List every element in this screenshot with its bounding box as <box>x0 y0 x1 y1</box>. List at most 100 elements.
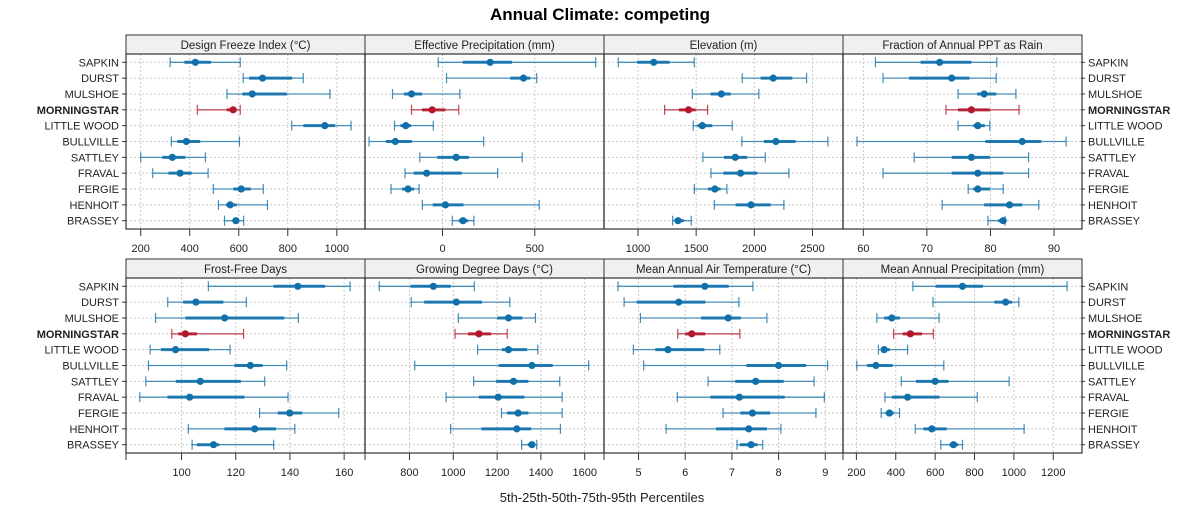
site-interval <box>741 136 829 147</box>
x-tick-label: 1000 <box>441 467 465 479</box>
row-label-right: BULLVILLE <box>1088 361 1145 373</box>
row-label-right: SAPKIN <box>1088 281 1128 293</box>
median-point <box>475 330 483 338</box>
median-point <box>745 425 753 433</box>
median-point <box>752 377 760 385</box>
site-interval <box>639 312 768 323</box>
site-interval <box>139 392 289 403</box>
median-point <box>186 393 194 401</box>
x-axis-label: 5th-25th-50th-75th-95th Percentiles <box>500 490 705 505</box>
row-label-left: LITTLE WOOD <box>44 345 119 357</box>
site-interval <box>877 344 909 355</box>
site-interval <box>693 184 728 195</box>
site-interval <box>217 199 269 210</box>
x-tick-label: 140 <box>281 467 299 479</box>
median-point <box>229 106 237 114</box>
panel-title: Design Freeze Index (°C) <box>181 40 311 52</box>
x-tick-label: 1000 <box>325 243 349 255</box>
median-point <box>168 153 176 161</box>
site-interval <box>957 120 991 131</box>
site-interval <box>378 281 475 292</box>
x-tick-label: 600 <box>230 243 248 255</box>
median-point <box>404 185 412 193</box>
row-label-left: SATTLEY <box>71 376 120 388</box>
site-interval <box>856 136 1067 147</box>
row-label-left: HENHOIT <box>70 424 120 436</box>
median-point <box>928 425 936 433</box>
median-point <box>1005 201 1014 209</box>
x-tick-label: 800 <box>965 467 983 479</box>
site-interval <box>692 120 733 131</box>
median-point <box>903 393 912 401</box>
row-label-left: MORNINGSTAR <box>37 329 119 341</box>
site-interval <box>147 360 288 371</box>
median-point <box>967 106 975 114</box>
median-point <box>880 346 888 354</box>
site-interval <box>390 184 420 195</box>
median-point <box>747 201 755 209</box>
median-point <box>494 393 502 401</box>
median-point <box>906 330 914 338</box>
site-interval <box>414 360 590 371</box>
site-interval <box>473 376 561 387</box>
row-label-left: BRASSEY <box>67 216 120 228</box>
median-point <box>209 441 218 449</box>
site-interval <box>500 408 563 419</box>
site-interval <box>643 360 829 371</box>
site-interval <box>672 215 692 226</box>
site-interval <box>710 168 790 179</box>
median-point <box>717 90 725 98</box>
row-label-left: SAPKIN <box>79 57 119 69</box>
site-interval <box>445 392 563 403</box>
median-point <box>711 185 719 193</box>
site-interval <box>914 423 1025 434</box>
site-interval <box>912 281 1068 292</box>
x-tick-label: 1600 <box>572 467 596 479</box>
median-point <box>294 282 302 290</box>
median-point <box>688 330 696 338</box>
site-interval <box>722 408 817 419</box>
site-interval <box>676 392 825 403</box>
median-point <box>528 361 536 370</box>
x-tick-label: 2000 <box>742 243 766 255</box>
x-tick-label: 60 <box>857 243 869 255</box>
row-label-right: DURST <box>1088 297 1126 309</box>
site-interval <box>677 328 741 339</box>
median-point <box>664 346 672 354</box>
median-point <box>171 346 180 354</box>
site-interval <box>242 73 304 84</box>
site-interval <box>702 152 766 163</box>
median-point <box>731 153 739 161</box>
row-label-left: LITTLE WOOD <box>44 121 119 133</box>
median-point <box>974 169 982 177</box>
median-point <box>888 314 896 322</box>
median-point <box>459 217 467 225</box>
site-interval <box>736 439 764 450</box>
panel-5: Frost-Free Days 100 120 140 160 <box>125 258 366 479</box>
site-interval <box>892 328 934 339</box>
median-point <box>251 425 259 433</box>
row-label-left: DURST <box>81 73 119 85</box>
site-interval <box>900 376 1010 387</box>
x-tick-label: 70 <box>921 243 933 255</box>
x-tick-label: 80 <box>984 243 996 255</box>
site-interval <box>967 184 1004 195</box>
site-interval <box>223 215 245 226</box>
x-tick-label: 7 <box>729 467 735 479</box>
x-tick-label: 0 <box>439 243 445 255</box>
site-interval <box>987 215 1007 226</box>
site-interval <box>623 297 740 308</box>
row-label-right: FRAVAL <box>1088 168 1129 180</box>
median-point <box>452 298 460 306</box>
site-interval <box>940 439 964 450</box>
row-label-right: HENHOIT <box>1088 424 1138 436</box>
x-tick-label: 500 <box>526 243 544 255</box>
site-interval <box>410 104 460 115</box>
site-interval <box>856 360 945 371</box>
site-interval <box>207 281 351 292</box>
x-tick-label: 90 <box>1048 243 1060 255</box>
site-interval <box>713 199 785 210</box>
median-point <box>196 377 204 385</box>
site-interval <box>169 57 241 68</box>
median-point <box>1002 298 1010 306</box>
